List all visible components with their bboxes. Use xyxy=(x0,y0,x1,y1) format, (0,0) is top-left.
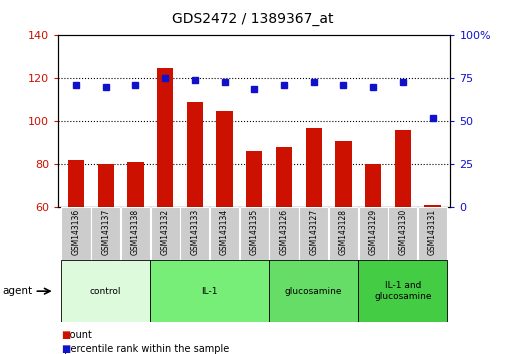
Text: glucosamine: glucosamine xyxy=(284,287,342,296)
Bar xyxy=(269,260,358,322)
Bar xyxy=(216,110,232,336)
Text: GSM143127: GSM143127 xyxy=(309,209,318,255)
Text: GSM143129: GSM143129 xyxy=(368,209,377,255)
Text: control: control xyxy=(90,287,121,296)
Bar xyxy=(358,207,387,260)
Bar xyxy=(417,207,446,260)
Bar xyxy=(275,147,291,336)
Text: GSM143135: GSM143135 xyxy=(249,209,258,255)
Bar xyxy=(61,207,90,260)
Bar xyxy=(97,164,114,336)
Text: GSM143138: GSM143138 xyxy=(131,209,140,255)
Text: GSM143137: GSM143137 xyxy=(101,209,110,255)
Bar xyxy=(394,130,410,336)
Text: count: count xyxy=(58,330,92,340)
Bar xyxy=(180,207,209,260)
Bar xyxy=(186,102,203,336)
Bar xyxy=(239,207,268,260)
Bar xyxy=(150,207,179,260)
Bar xyxy=(121,207,149,260)
Bar xyxy=(358,260,446,322)
Bar xyxy=(91,207,120,260)
Bar xyxy=(305,128,321,336)
Bar xyxy=(245,151,262,336)
Bar xyxy=(127,162,143,336)
Bar xyxy=(210,207,239,260)
Bar xyxy=(334,141,351,336)
Text: agent: agent xyxy=(3,286,33,296)
Bar xyxy=(298,207,328,260)
Bar xyxy=(269,207,298,260)
Text: IL-1 and
glucosamine: IL-1 and glucosamine xyxy=(373,281,431,301)
Text: GSM143130: GSM143130 xyxy=(397,209,407,255)
Text: GSM143128: GSM143128 xyxy=(338,209,347,255)
Text: GDS2472 / 1389367_at: GDS2472 / 1389367_at xyxy=(172,12,333,27)
Text: IL-1: IL-1 xyxy=(201,287,218,296)
Bar xyxy=(150,260,269,322)
Bar xyxy=(61,260,150,322)
Text: GSM143136: GSM143136 xyxy=(71,209,80,255)
Bar xyxy=(364,164,380,336)
Text: GSM143126: GSM143126 xyxy=(279,209,288,255)
Bar xyxy=(387,207,417,260)
Text: GSM143133: GSM143133 xyxy=(190,209,199,255)
Text: GSM143132: GSM143132 xyxy=(160,209,169,255)
Bar xyxy=(68,160,84,336)
Bar xyxy=(157,68,173,336)
Text: ■: ■ xyxy=(61,344,70,354)
Bar xyxy=(328,207,357,260)
Text: GSM143131: GSM143131 xyxy=(427,209,436,255)
Text: ■: ■ xyxy=(61,330,70,340)
Text: GSM143134: GSM143134 xyxy=(220,209,229,255)
Text: percentile rank within the sample: percentile rank within the sample xyxy=(58,344,229,354)
Bar xyxy=(424,205,440,336)
